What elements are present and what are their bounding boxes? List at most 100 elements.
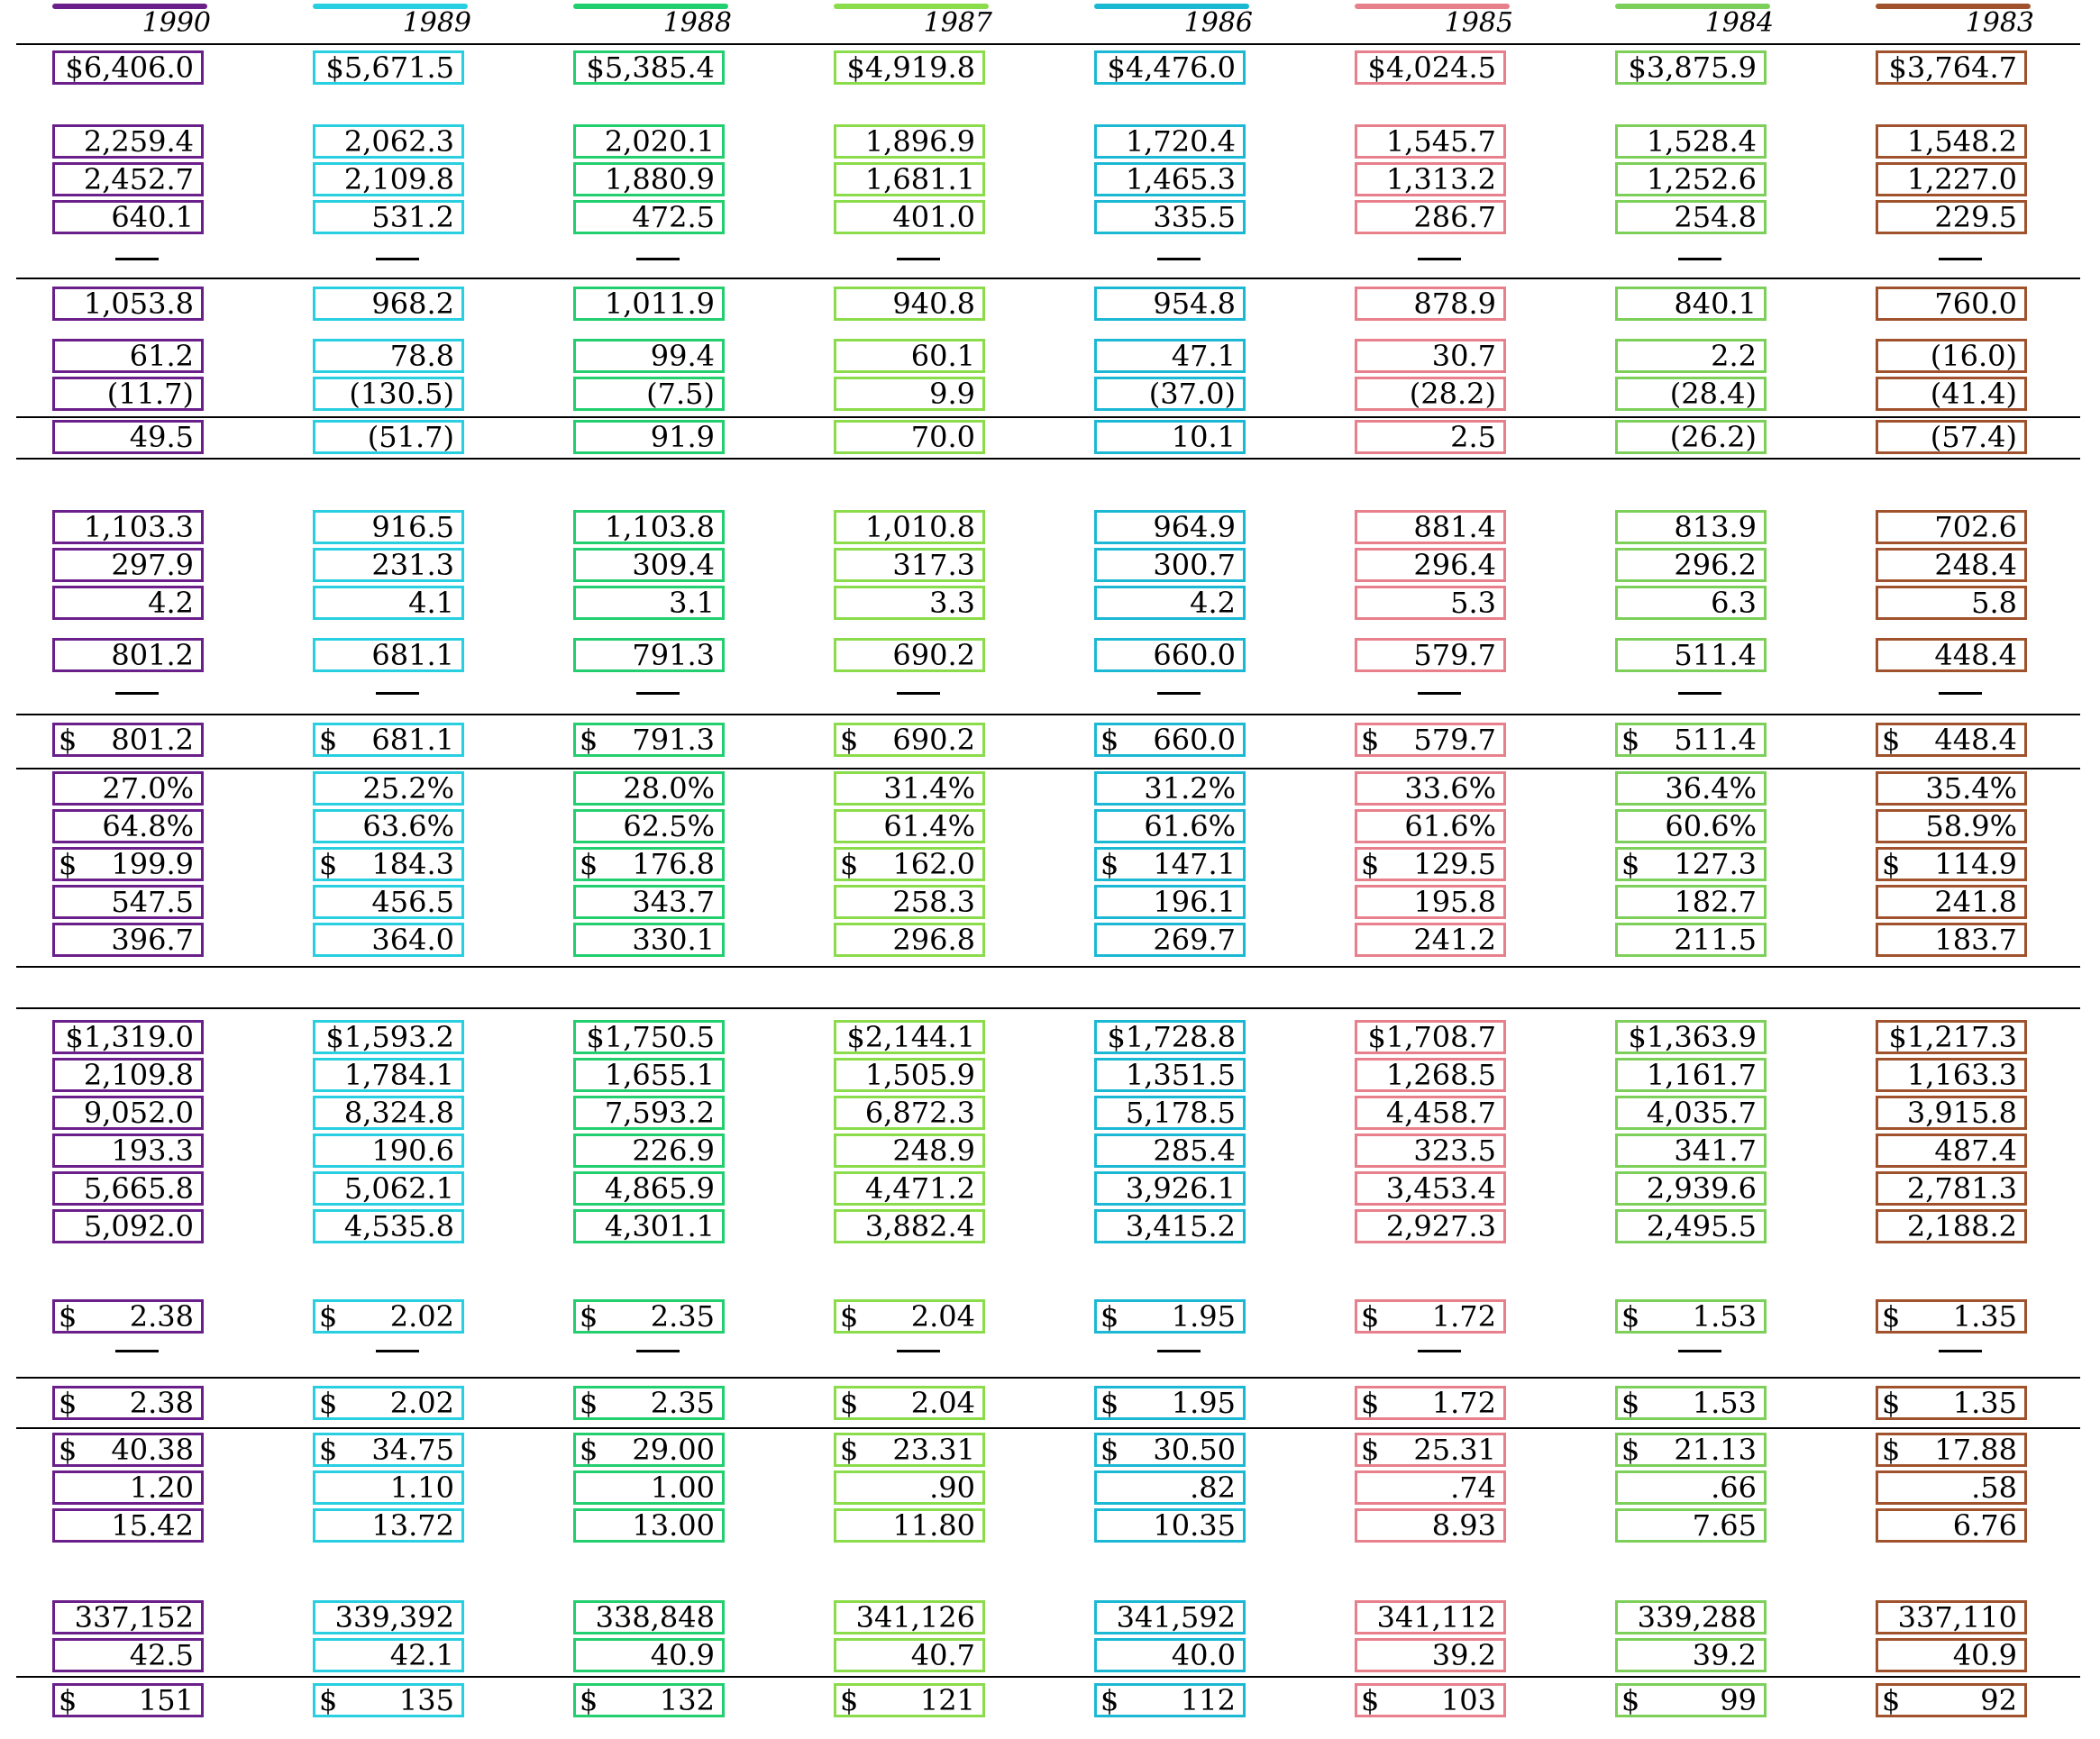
table-cell: 954.8 xyxy=(1094,287,1246,321)
table-cell: 229.5 xyxy=(1876,200,2027,234)
table-cell: 241.8 xyxy=(1876,885,2027,919)
column-header-bar xyxy=(52,4,207,9)
table-cell: 61.6% xyxy=(1094,809,1246,843)
table-cell: 25.31 xyxy=(1355,1433,1506,1467)
subtotal-dash xyxy=(1678,1350,1721,1352)
table-cell: $3,875.9 xyxy=(1615,50,1767,85)
subtotal-dash xyxy=(897,258,940,260)
table-cell: 196.1 xyxy=(1094,885,1246,919)
table-cell: 112 xyxy=(1094,1683,1246,1717)
subtotal-dash xyxy=(1157,1350,1201,1352)
table-cell: 30.7 xyxy=(1355,339,1506,373)
table-cell: 1,227.0 xyxy=(1876,162,2027,196)
table-cell: 176.8 xyxy=(573,847,725,881)
table-cell: 1,011.9 xyxy=(573,287,725,321)
table-cell: 78.8 xyxy=(313,339,464,373)
table-cell: 151 xyxy=(52,1683,204,1717)
table-cell: 129.5 xyxy=(1355,847,1506,881)
table-cell: (7.5) xyxy=(573,377,725,411)
table-cell: 70.0 xyxy=(834,420,985,454)
table-cell: 63.6% xyxy=(313,809,464,843)
table-cell: 1.72 xyxy=(1355,1386,1506,1420)
table-cell: $3,764.7 xyxy=(1876,50,2027,85)
table-cell: 40.9 xyxy=(1876,1638,2027,1672)
column-header-bar xyxy=(834,4,989,9)
section-rule xyxy=(16,768,2080,769)
table-cell: 49.5 xyxy=(52,420,204,454)
table-cell: 132 xyxy=(573,1683,725,1717)
table-cell: 60.6% xyxy=(1615,809,1767,843)
table-cell: 1,896.9 xyxy=(834,124,985,159)
table-cell: 6.3 xyxy=(1615,586,1767,620)
table-cell: 2.04 xyxy=(834,1299,985,1334)
table-cell: 1.20 xyxy=(52,1470,204,1505)
table-cell: 254.8 xyxy=(1615,200,1767,234)
year-header: 1990 xyxy=(142,7,211,39)
year-column: 1989 $5,671.5 2,062.3 2,109.8 531.2 968.2 78.8… xyxy=(286,0,544,1739)
table-cell: 968.2 xyxy=(313,287,464,321)
table-cell: 1.95 xyxy=(1094,1299,1246,1334)
section-rule xyxy=(16,1427,2080,1429)
table-cell: 31.2% xyxy=(1094,771,1246,806)
table-cell: 91.9 xyxy=(573,420,725,454)
subtotal-dash xyxy=(897,692,940,695)
subtotal-dash xyxy=(115,258,159,260)
table-cell: 183.7 xyxy=(1876,923,2027,957)
table-cell: 801.2 xyxy=(52,638,204,672)
table-cell: 335.5 xyxy=(1094,200,1246,234)
column-header-bar xyxy=(1355,4,1510,9)
year-header: 1987 xyxy=(923,7,992,39)
table-cell: (57.4) xyxy=(1876,420,2027,454)
table-cell: 1,252.6 xyxy=(1615,162,1767,196)
table-cell: 1.35 xyxy=(1876,1299,2027,1334)
table-cell: 7,593.2 xyxy=(573,1096,725,1130)
table-cell: 1,103.3 xyxy=(52,510,204,544)
subtotal-dash xyxy=(1939,692,1982,695)
table-cell: 8,324.8 xyxy=(313,1096,464,1130)
year-column: 1985 $4,024.5 1,545.7 1,313.2 286.7 878.9 30.7… xyxy=(1328,0,1586,1739)
table-cell: 296.8 xyxy=(834,923,985,957)
section-rule xyxy=(16,966,2080,968)
table-cell: 61.6% xyxy=(1355,809,1506,843)
table-cell: 61.4% xyxy=(834,809,985,843)
table-cell: $1,750.5 xyxy=(573,1020,725,1054)
table-cell: 60.1 xyxy=(834,339,985,373)
table-cell: 1,053.8 xyxy=(52,287,204,321)
table-cell: 1.00 xyxy=(573,1470,725,1505)
table-cell: 1,313.2 xyxy=(1355,162,1506,196)
year-header: 1985 xyxy=(1444,7,1513,39)
table-cell: (26.2) xyxy=(1615,420,1767,454)
column-header-bar xyxy=(1615,4,1770,9)
table-cell: 760.0 xyxy=(1876,287,2027,321)
table-cell: 58.9% xyxy=(1876,809,2027,843)
table-cell: (11.7) xyxy=(52,377,204,411)
table-cell: 195.8 xyxy=(1355,885,1506,919)
subtotal-dash xyxy=(1418,692,1461,695)
table-cell: 339,288 xyxy=(1615,1600,1767,1634)
table-cell: 660.0 xyxy=(1094,638,1246,672)
table-cell: 690.2 xyxy=(834,638,985,672)
subtotal-dash xyxy=(115,1350,159,1352)
table-cell: 2.38 xyxy=(52,1299,204,1334)
table-cell: 660.0 xyxy=(1094,723,1246,757)
table-cell: 330.1 xyxy=(573,923,725,957)
table-cell: $1,319.0 xyxy=(52,1020,204,1054)
table-cell: 248.4 xyxy=(1876,548,2027,582)
table-cell: 17.88 xyxy=(1876,1433,2027,1467)
table-cell: 297.9 xyxy=(52,548,204,582)
table-cell: 99.4 xyxy=(573,339,725,373)
table-cell: 964.9 xyxy=(1094,510,1246,544)
table-cell: 341.7 xyxy=(1615,1134,1767,1168)
table-cell: 5,665.8 xyxy=(52,1171,204,1206)
table-cell: 40.9 xyxy=(573,1638,725,1672)
table-cell: 35.4% xyxy=(1876,771,2027,806)
table-cell: 1,161.7 xyxy=(1615,1058,1767,1092)
table-cell: 1.35 xyxy=(1876,1386,2027,1420)
table-cell: 296.2 xyxy=(1615,548,1767,582)
table-cell: 801.2 xyxy=(52,723,204,757)
table-cell: 1,465.3 xyxy=(1094,162,1246,196)
table-cell: 472.5 xyxy=(573,200,725,234)
table-cell: 248.9 xyxy=(834,1134,985,1168)
table-cell: 2.5 xyxy=(1355,420,1506,454)
year-column: 1984 $3,875.9 1,528.4 1,252.6 254.8 840.1 2.2 (… xyxy=(1588,0,1847,1739)
